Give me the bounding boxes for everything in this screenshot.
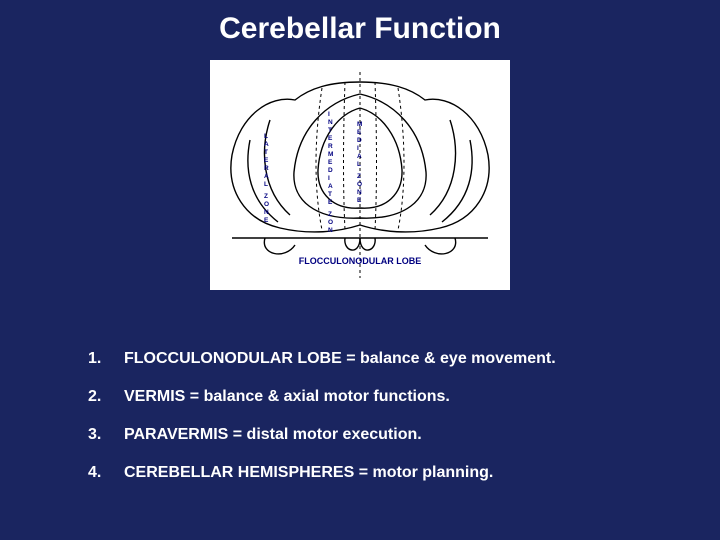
list-item: 2. VERMIS = balance & axial motor functi… (88, 388, 556, 406)
list-item: 3. PARAVERMIS = distal motor execution. (88, 426, 556, 444)
svg-text:E: E (357, 197, 362, 204)
svg-text:E: E (328, 159, 333, 166)
list-text: FLOCCULONODULAR LOBE = balance & eye mov… (124, 350, 556, 368)
svg-text:M: M (328, 151, 333, 158)
list-num: 2. (88, 388, 124, 406)
function-list: 1. FLOCCULONODULAR LOBE = balance & eye … (88, 350, 556, 482)
svg-text:E: E (328, 135, 333, 142)
svg-text:E: E (328, 199, 333, 206)
medial-left (344, 82, 346, 230)
svg-text:N: N (328, 227, 333, 234)
nodule-r (360, 238, 375, 250)
svg-text:O: O (264, 201, 269, 208)
svg-text:N: N (357, 189, 362, 196)
svg-text:R: R (264, 165, 269, 172)
svg-text:T: T (328, 191, 332, 198)
svg-text:L: L (264, 133, 268, 140)
medial-right (375, 82, 377, 230)
svg-text:Z: Z (264, 193, 268, 200)
flocculonodular-label: FLOCCULONODULAR LOBE (299, 256, 422, 266)
svg-text:A: A (328, 183, 333, 190)
svg-text:A: A (264, 141, 269, 148)
cerebellum-diagram: L A T E R A L Z O N E I N T E R M E D I … (210, 60, 510, 290)
lobule-5 (248, 140, 278, 222)
flocc-right (425, 238, 456, 254)
list-text: VERMIS = balance & axial motor functions… (124, 388, 556, 406)
lobule-6 (442, 140, 472, 222)
list-num: 1. (88, 350, 124, 368)
svg-text:D: D (357, 137, 362, 144)
svg-text:E: E (357, 129, 362, 136)
list-item: 4. CEREBELLAR HEMISPHERES = motor planni… (88, 464, 556, 482)
list-num: 3. (88, 426, 124, 444)
svg-text:E: E (264, 217, 269, 224)
svg-text:I: I (357, 145, 359, 152)
svg-text:A: A (357, 153, 362, 160)
svg-text:M: M (357, 121, 362, 128)
svg-text:N: N (264, 209, 269, 216)
svg-text:A: A (264, 173, 269, 180)
svg-text:T: T (328, 127, 332, 134)
svg-text:E: E (264, 157, 269, 164)
flocc-left (264, 238, 295, 254)
list-item: 1. FLOCCULONODULAR LOBE = balance & eye … (88, 350, 556, 368)
svg-text:I: I (328, 175, 330, 182)
svg-text:N: N (328, 119, 333, 126)
cerebellum-svg: L A T E R A L Z O N E I N T E R M E D I … (210, 60, 510, 290)
lobule-4 (430, 120, 455, 215)
svg-text:D: D (328, 167, 333, 174)
svg-text:L: L (264, 181, 268, 188)
slide-title: Cerebellar Function (0, 12, 720, 46)
nodule-l (345, 238, 360, 250)
svg-text:O: O (328, 219, 333, 226)
list-num: 4. (88, 464, 124, 482)
svg-text:Z: Z (357, 173, 361, 180)
svg-text:T: T (264, 149, 268, 156)
medial-zone-label: M E D I A L Z O N E (357, 121, 362, 204)
svg-text:Z: Z (328, 211, 332, 218)
list-text: PARAVERMIS = distal motor execution. (124, 426, 556, 444)
svg-text:R: R (328, 143, 333, 150)
svg-text:I: I (328, 111, 330, 118)
lateral-zone-label: L A T E R A L Z O N E (264, 133, 269, 224)
svg-text:L: L (357, 161, 361, 168)
list-text: CEREBELLAR HEMISPHERES = motor planning. (124, 464, 556, 482)
svg-text:O: O (357, 181, 362, 188)
